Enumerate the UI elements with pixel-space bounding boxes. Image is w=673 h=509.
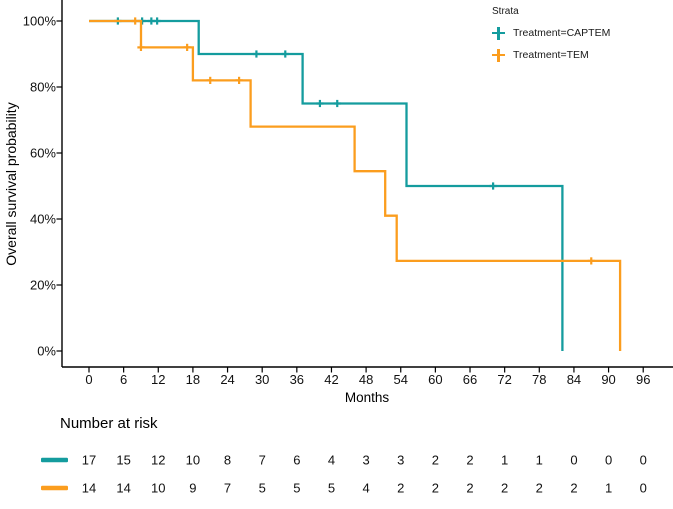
- y-tick-labels: 0% 20% 40% 60% 80% 100%: [23, 14, 57, 359]
- svg-text:30: 30: [255, 372, 269, 387]
- svg-text:2: 2: [570, 481, 577, 496]
- tem-curve: [89, 19, 622, 351]
- svg-text:24: 24: [220, 372, 234, 387]
- svg-text:1: 1: [536, 453, 543, 468]
- svg-text:66: 66: [463, 372, 477, 387]
- svg-text:18: 18: [186, 372, 200, 387]
- svg-text:40%: 40%: [30, 212, 56, 227]
- svg-text:15: 15: [116, 453, 130, 468]
- svg-text:78: 78: [532, 372, 546, 387]
- svg-text:2: 2: [466, 481, 473, 496]
- svg-text:17: 17: [82, 453, 96, 468]
- y-axis-title: Overall survival probability: [3, 102, 19, 266]
- x-axis-title: Months: [344, 390, 390, 405]
- legend-label-tem: Treatment=TEM: [513, 49, 589, 61]
- legend-label-captem: Treatment=CAPTEM: [513, 27, 611, 39]
- svg-text:1: 1: [501, 453, 508, 468]
- svg-text:60: 60: [428, 372, 442, 387]
- svg-text:12: 12: [151, 453, 165, 468]
- svg-text:3: 3: [362, 453, 369, 468]
- svg-text:2: 2: [501, 481, 508, 496]
- tem-censor-marks: [131, 17, 595, 265]
- risk-table-row: 17 15 12 10 8 7 6 4 3 3 2 2 1 1 0 0 0: [41, 453, 647, 468]
- svg-text:8: 8: [224, 453, 231, 468]
- svg-text:80%: 80%: [30, 80, 56, 95]
- svg-text:4: 4: [328, 453, 335, 468]
- svg-text:14: 14: [116, 481, 130, 496]
- axes: [61, 0, 673, 368]
- legend-title: Strata: [492, 6, 519, 17]
- svg-text:2: 2: [432, 481, 439, 496]
- svg-text:6: 6: [120, 372, 127, 387]
- svg-text:54: 54: [394, 372, 408, 387]
- svg-text:4: 4: [362, 481, 369, 496]
- svg-text:60%: 60%: [30, 146, 56, 161]
- svg-text:90: 90: [601, 372, 615, 387]
- x-tick-labels: 0 6 12 18 24 30 36 42 48 54 60 66 72 78 84 90 96: [85, 372, 650, 387]
- svg-text:2: 2: [536, 481, 543, 496]
- svg-text:2: 2: [432, 453, 439, 468]
- svg-text:7: 7: [224, 481, 231, 496]
- svg-text:0%: 0%: [37, 344, 56, 359]
- svg-text:0: 0: [85, 372, 92, 387]
- svg-text:7: 7: [259, 453, 266, 468]
- svg-text:42: 42: [324, 372, 338, 387]
- svg-text:20%: 20%: [30, 278, 56, 293]
- captem-curve: [89, 19, 564, 351]
- risk-table-row: 14 14 10 9 7 5 5 5 4 2 2 2 2 2 2 1 0: [41, 481, 647, 496]
- svg-text:10: 10: [186, 453, 200, 468]
- risk-table-title: Number at risk: [60, 415, 158, 432]
- svg-text:36: 36: [290, 372, 304, 387]
- svg-text:9: 9: [189, 481, 196, 496]
- svg-text:1: 1: [605, 481, 612, 496]
- legend-item-captem: Treatment=CAPTEM: [492, 26, 610, 40]
- svg-text:84: 84: [567, 372, 581, 387]
- svg-text:100%: 100%: [23, 14, 57, 29]
- svg-text:5: 5: [259, 481, 266, 496]
- svg-text:0: 0: [605, 453, 612, 468]
- svg-text:3: 3: [397, 453, 404, 468]
- captem-censor-plus-icon: [492, 26, 505, 40]
- svg-text:10: 10: [151, 481, 165, 496]
- svg-text:6: 6: [293, 453, 300, 468]
- svg-text:5: 5: [328, 481, 335, 496]
- svg-text:0: 0: [570, 453, 577, 468]
- svg-text:0: 0: [640, 481, 647, 496]
- svg-text:14: 14: [82, 481, 96, 496]
- svg-text:12: 12: [151, 372, 165, 387]
- legend-item-tem: Treatment=TEM: [492, 48, 589, 62]
- svg-text:5: 5: [293, 481, 300, 496]
- svg-text:2: 2: [397, 481, 404, 496]
- svg-text:48: 48: [359, 372, 373, 387]
- tick-marks: [56, 20, 644, 373]
- tem-censor-plus-icon: [492, 48, 505, 62]
- svg-text:96: 96: [636, 372, 650, 387]
- svg-text:0: 0: [640, 453, 647, 468]
- svg-text:72: 72: [497, 372, 511, 387]
- svg-text:2: 2: [466, 453, 473, 468]
